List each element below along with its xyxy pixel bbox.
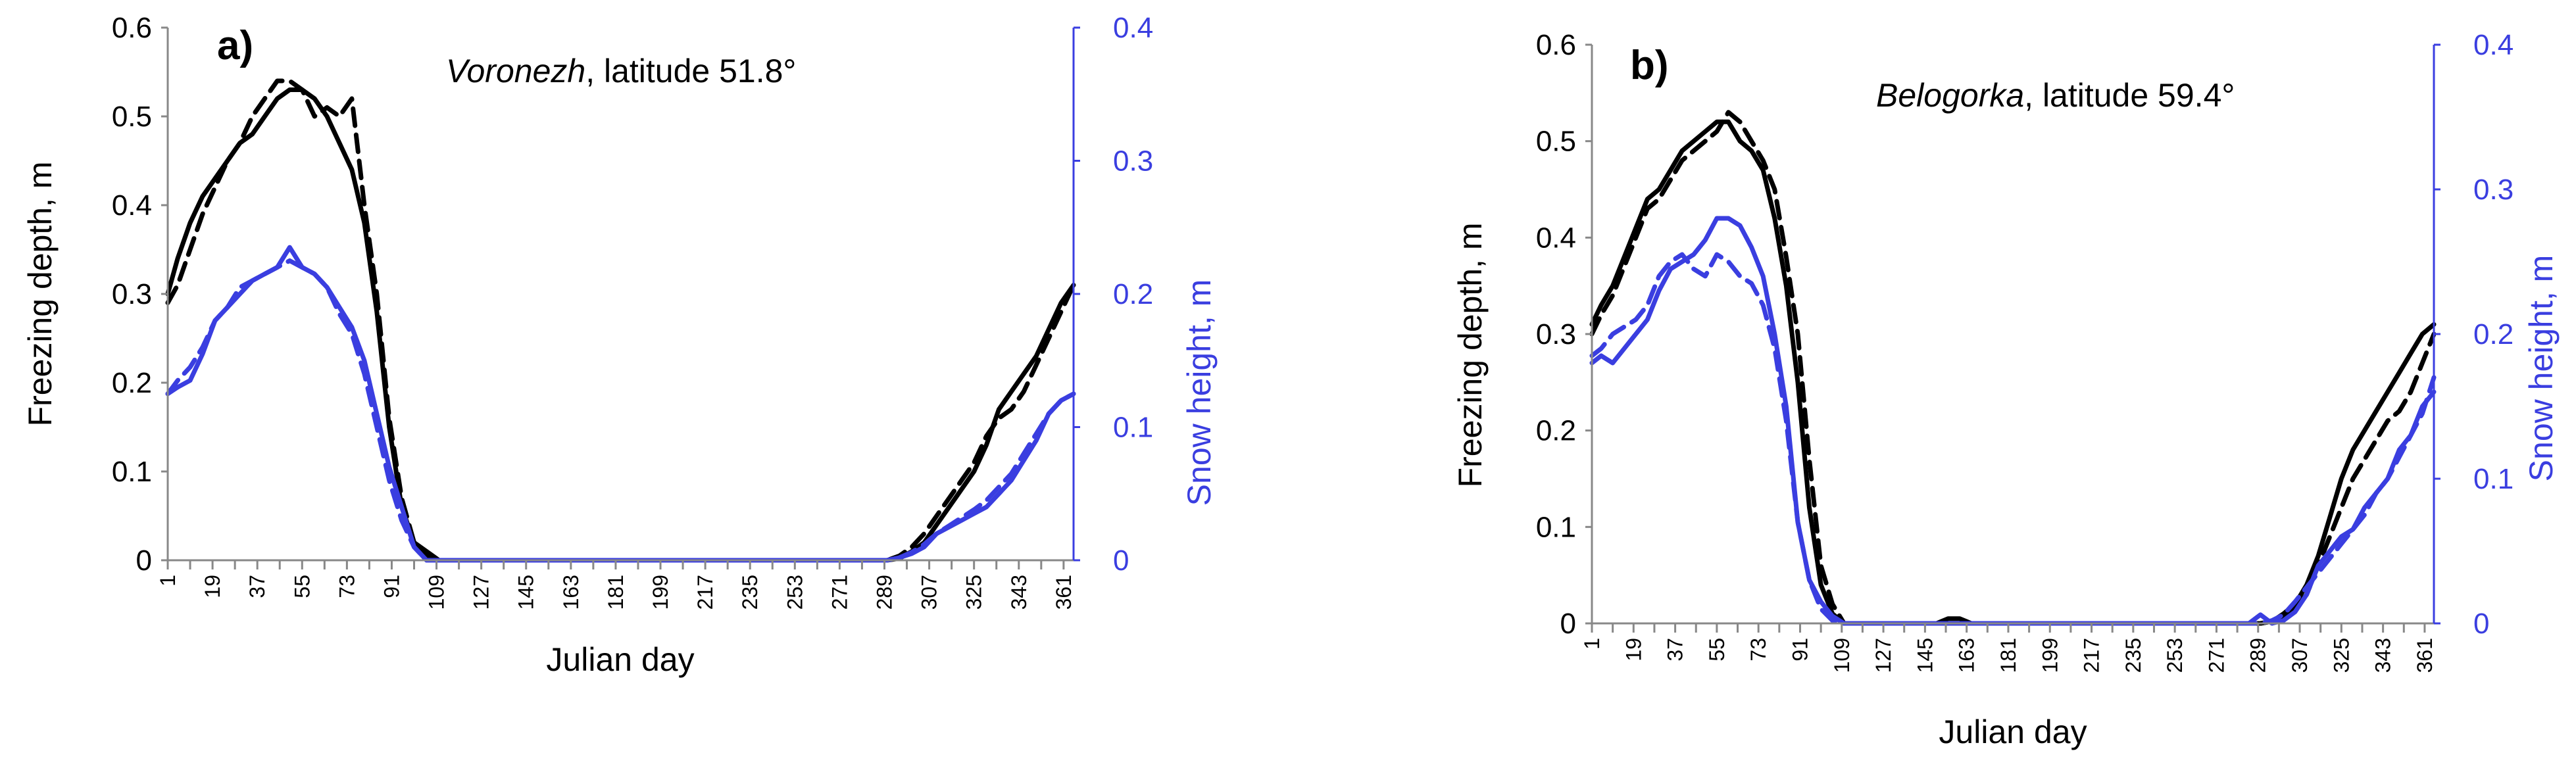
panel-a-x-ticks: 1 19 37 55 73 91 109 127 145 163 181 199 217 235 253 27… [156,560,1076,610]
panel-a-xtick-label: 37 [245,575,269,598]
panel-b-series-group [1589,110,2437,626]
panel-a-xtick-label: 361 [1052,575,1076,610]
panel-b-right-ticks: 0 0.1 0.2 0.3 0.4 [2434,29,2514,640]
panel-a-ytick-left-label: 0.4 [112,189,152,222]
panel-a-title: Voronezh, latitude 51.8° [446,53,796,89]
panel-a-ytick-left-label: 0.5 [112,101,152,133]
panel-b-series-snow-dashed [1589,252,2437,626]
panel-a-ytick-left-label: 0.2 [112,367,152,399]
panel-b-ytick-left-label: 0.2 [1536,415,1576,447]
panel-a-ytick-left-label: 0 [136,544,152,577]
panel-b-ytick-left-label: 0.5 [1536,126,1576,158]
panel-b-ytick-right-label: 0.3 [2473,174,2514,206]
panel-b-ytick-right-label: 0 [2473,608,2489,640]
panel-a-ytick-right-label: 0.1 [1113,412,1153,444]
panel-a-xtick-label: 217 [693,575,717,610]
panel-b-ytick-left-label: 0.6 [1536,29,1576,61]
panel-a-xtick-label: 127 [470,575,493,610]
panel-a-series-freezing-dashed [165,78,1076,563]
panel-a-xtick-label: 109 [425,575,449,610]
panel-a-title-rest: , latitude 51.8° [585,53,796,89]
panel-b-ytick-right-label: 0.4 [2473,29,2514,61]
panel-b-series-freezing-dashed [1589,110,2437,626]
panel-a-xtick-label: 181 [604,575,628,610]
panel-b-xtick-label: 271 [2205,638,2229,673]
panel-b-ytick-left-label: 0.1 [1536,511,1576,543]
panel-a-series-snow-dashed [165,258,1076,563]
panel-b-y-label-right: Snow height, m [2523,255,2560,482]
panel-a-xtick-label: 325 [962,575,986,610]
panel-a: 0 0.1 0.2 0.3 0.4 0.5 0.6 0 0.1 0.2 0.3 0.4 1 19 37 5… [22,12,1218,678]
panel-b-xtick-label: 253 [2163,638,2187,673]
panel-a-xtick-label: 307 [918,575,941,610]
panel-b-label: b) [1630,43,1669,88]
panel-a-right-ticks: 0 0.1 0.2 0.3 0.4 [1074,12,1153,577]
panel-a-xtick-label: 235 [738,575,762,610]
panel-a-ytick-right-label: 0.4 [1113,12,1153,44]
panel-a-xtick-label: 1 [156,575,180,587]
panel-b-xtick-label: 235 [2121,638,2145,673]
panel-b-xtick-label: 37 [1664,638,1687,662]
panel-b-xtick-label: 73 [1746,638,1770,662]
panel-b-ytick-right-label: 0.2 [2473,318,2514,350]
panel-a-xtick-label: 271 [828,575,851,610]
panel-a-ytick-right-label: 0.2 [1113,278,1153,310]
panel-b-xtick-label: 163 [1955,638,1979,673]
panel-b-xtick-label: 181 [1996,638,2020,673]
panel-a-x-label: Julian day [546,641,694,678]
panel-a-series-group [165,78,1076,563]
panel-b-xtick-label: 19 [1622,638,1645,662]
panel-a-xtick-label: 289 [873,575,897,610]
panel-b-title-site: Belogorka [1876,77,2024,114]
panel-a-xtick-label: 19 [201,575,224,598]
panel-b-xtick-label: 307 [2288,638,2312,673]
panel-a-ytick-left-label: 0.1 [112,456,152,488]
panel-b-title-rest: , latitude 59.4° [2024,77,2235,114]
panel-b-ytick-right-label: 0.1 [2473,463,2514,495]
panel-b-xtick-label: 1 [1580,638,1604,650]
panel-a-xtick-label: 199 [649,575,672,610]
panel-b-x-ticks: 1 19 37 55 73 91 109 127 145 163 181 199 217 235 253 27… [1580,623,2437,673]
panel-b-xtick-label: 145 [1913,638,1937,673]
panel-b: 0 0.1 0.2 0.3 0.4 0.5 0.6 0 0.1 0.2 0.3 0.4 1 19 37 5… [1452,29,2560,750]
panel-b-xtick-label: 127 [1871,638,1895,673]
panel-a-xtick-label: 91 [380,575,404,598]
panel-a-label: a) [217,23,253,68]
panel-a-title-site: Voronezh [446,53,585,89]
panel-a-ytick-right-label: 0.3 [1113,145,1153,178]
panel-b-series-snow-solid [1589,216,2437,626]
panel-b-y-label-left: Freezing depth, m [1452,223,1489,488]
panel-b-ytick-left-label: 0 [1560,608,1576,640]
panel-b-ytick-left-label: 0.3 [1536,318,1576,350]
panel-a-y-label-right: Snow height, m [1181,279,1218,506]
panel-b-title: Belogorka, latitude 59.4° [1876,77,2235,114]
panel-a-xtick-label: 253 [783,575,806,610]
panel-b-xtick-label: 199 [2038,638,2062,673]
panel-b-xtick-label: 343 [2371,638,2395,673]
panel-b-xtick-label: 289 [2246,638,2270,673]
panel-a-ytick-left-label: 0.3 [112,278,152,310]
panel-a-xtick-label: 73 [335,575,359,598]
panel-a-series-freezing-solid [165,87,1076,563]
panel-a-xtick-label: 343 [1007,575,1031,610]
panel-a-xtick-label: 163 [559,575,583,610]
panel-a-left-ticks: 0 0.1 0.2 0.3 0.4 0.5 0.6 [112,12,168,577]
panel-b-xtick-label: 325 [2329,638,2353,673]
panel-b-xtick-label: 361 [2413,638,2437,673]
panel-a-series-snow-solid [165,245,1076,563]
panel-a-xtick-label: 55 [290,575,314,598]
panel-b-xtick-label: 55 [1705,638,1729,662]
panel-a-y-label-left: Freezing depth, m [22,162,59,427]
panel-b-x-label: Julian day [1939,713,2087,750]
panel-b-xtick-label: 109 [1830,638,1854,673]
panel-b-ytick-left-label: 0.4 [1536,222,1576,254]
panel-a-ytick-left-label: 0.6 [112,12,152,44]
panel-b-xtick-label: 217 [2080,638,2104,673]
panel-a-ytick-right-label: 0 [1113,544,1129,577]
panel-a-xtick-label: 145 [514,575,538,610]
panel-b-series-freezing-solid [1589,119,2437,626]
panel-b-xtick-label: 91 [1789,638,1812,662]
panel-b-left-ticks: 0 0.1 0.2 0.3 0.4 0.5 0.6 [1536,29,1592,640]
